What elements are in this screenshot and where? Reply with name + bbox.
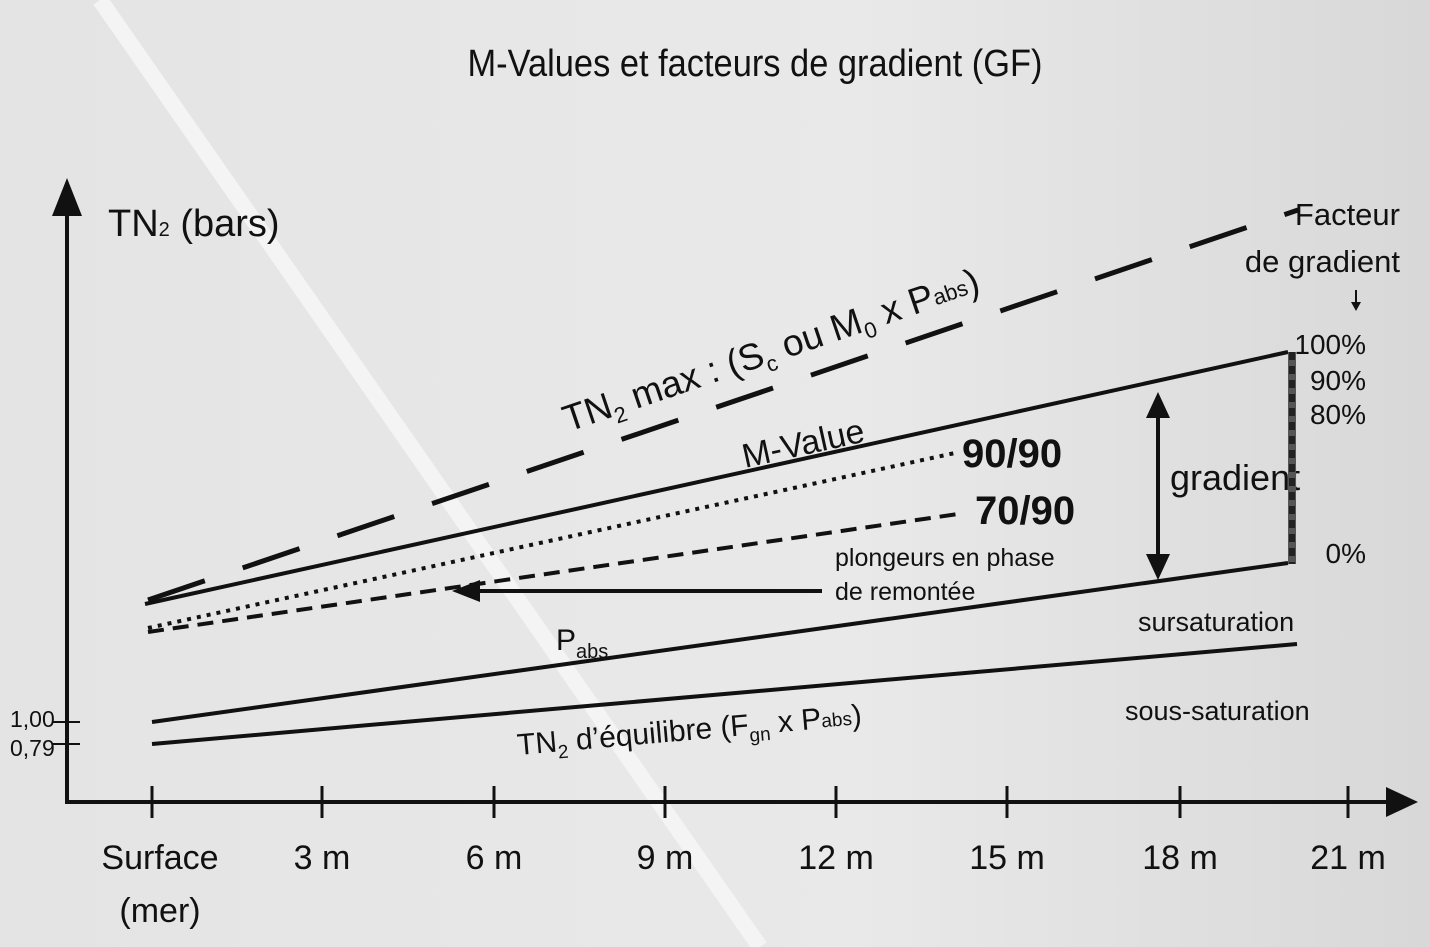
gf-70-90-line — [147, 512, 959, 634]
light-streak — [93, 0, 767, 947]
gf-70-90-label: 70/90 — [975, 489, 1075, 533]
x-tick-label: 15 m — [969, 839, 1045, 877]
remontee-arrow-head — [452, 580, 480, 602]
tn2-equilibre-line — [151, 642, 1298, 746]
sous-saturation-label: sous-saturation — [1125, 696, 1310, 726]
plongeurs-label-line1: plongeurs en phase — [835, 544, 1055, 572]
gf-90-90-label: 90/90 — [962, 432, 1062, 476]
pabs-line — [151, 561, 1289, 724]
gf-90-90-line — [147, 451, 956, 630]
sursaturation-label: sursaturation — [1138, 607, 1294, 637]
gradient-label: gradient — [1170, 457, 1300, 498]
x-tick-label: 21 m — [1310, 839, 1386, 877]
y-axis-label: TN2 (bars) — [108, 203, 280, 245]
tn2-max-line — [147, 207, 1299, 603]
x-tick-label: 18 m — [1142, 839, 1218, 877]
facteur-arrow-head — [1351, 302, 1361, 311]
gf-0-label: 0% — [1326, 538, 1366, 569]
x-tick-label: Surface — [101, 839, 218, 877]
gf-90-label: 90% — [1310, 365, 1366, 396]
pabs-label: Pabs — [556, 624, 608, 663]
x-tick-label: 9 m — [637, 839, 694, 877]
x-axis-arrow — [1386, 787, 1418, 817]
x-ticks: Surface (mer) 3 m 6 m 9 m 12 m 15 m 18 m 21 m — [101, 786, 1386, 930]
diagram-title: M-Values et facteurs de gradient (GF) — [468, 43, 1043, 85]
plongeurs-label-line2: de remontée — [835, 578, 975, 606]
facteur-label-line2: de gradient — [1245, 244, 1401, 279]
gradient-arrow-bottom — [1146, 554, 1170, 580]
facteur-label-line1: Facteur — [1295, 197, 1400, 232]
x-tick-label: 12 m — [798, 839, 874, 877]
x-tick-label: 6 m — [466, 839, 523, 877]
gradient-arrow-top — [1146, 392, 1170, 418]
x-tick-label: 3 m — [294, 839, 351, 877]
gf-100-label: 100% — [1294, 329, 1366, 360]
gf-80-label: 80% — [1310, 399, 1366, 430]
m-value-line — [144, 350, 1289, 606]
y-axis-arrow — [52, 178, 82, 216]
y-tick-label-100: 1,00 — [10, 706, 55, 732]
y-tick-label-079: 0,79 — [10, 735, 55, 761]
x-tick-label-line2: (mer) — [119, 892, 200, 930]
